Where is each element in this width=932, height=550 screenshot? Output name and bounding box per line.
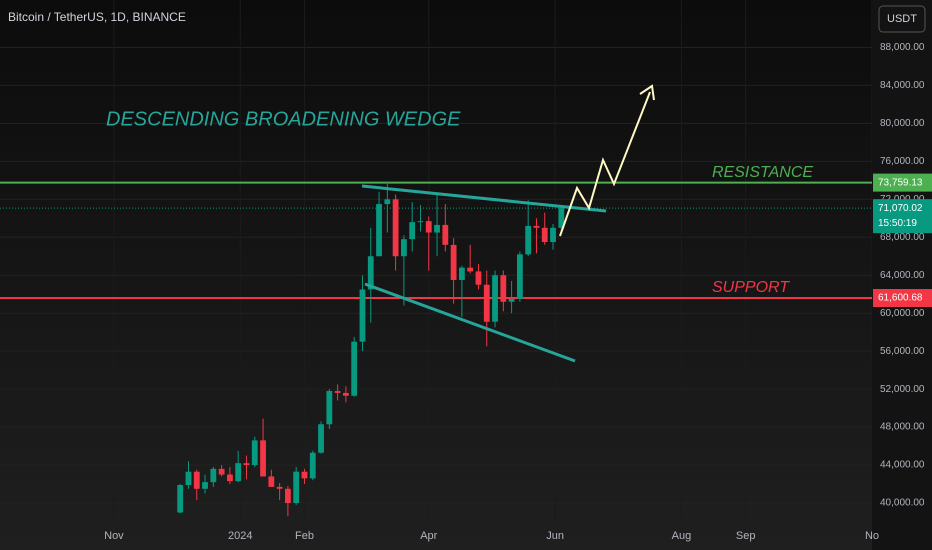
level-price-box — [873, 173, 932, 192]
candle-body — [558, 208, 565, 228]
candles — [177, 182, 565, 517]
candle-body — [218, 468, 225, 475]
candle-body — [384, 199, 391, 205]
y-tick-label: 68,000.00 — [880, 232, 925, 243]
x-tick-label: No — [865, 530, 879, 542]
candle-body — [227, 474, 233, 482]
price-axis — [872, 0, 932, 550]
candle-body — [400, 239, 407, 257]
candle-body — [193, 471, 200, 489]
grid — [0, 46, 872, 504]
candle-body — [417, 221, 424, 223]
projection-arrow — [559, 91, 651, 237]
levels: RESISTANCE SUPPORT — [0, 164, 872, 300]
candle-body — [541, 227, 548, 243]
drawings — [361, 84, 655, 363]
candle-body — [475, 271, 482, 285]
arrow-head — [639, 84, 655, 101]
level-price-label: 73,759.13 — [878, 177, 923, 188]
candle-body — [550, 227, 556, 243]
candle-body — [508, 298, 515, 302]
candle-body — [425, 221, 432, 233]
currency-label: USDT — [887, 13, 917, 25]
candle-body — [251, 440, 258, 466]
candle-body — [235, 463, 242, 482]
last-price-label: 71,070.02 — [878, 203, 923, 214]
candle-body — [351, 341, 358, 396]
candle-body — [293, 471, 300, 504]
y-tick-label: 56,000.00 — [880, 346, 925, 357]
candle-body — [467, 267, 474, 272]
y-tick-label: 40,000.00 — [880, 498, 925, 509]
currency-button[interactable] — [878, 5, 926, 33]
level-price-label: 61,600.68 — [878, 293, 923, 304]
last-price-box — [873, 199, 932, 234]
candle-body — [318, 424, 324, 453]
countdown: 15:50:19 — [878, 218, 917, 229]
candle-body — [301, 471, 308, 479]
candle-body — [483, 284, 490, 322]
candle-body — [434, 224, 440, 233]
y-tick-label: 76,000.00 — [880, 156, 925, 167]
level-name: SUPPORT — [712, 279, 790, 296]
y-tick-label: 88,000.00 — [880, 42, 925, 53]
y-tick-label: 64,000.00 — [880, 270, 925, 281]
x-tick-label: Aug — [672, 530, 692, 542]
annotation: DESCENDING BROADENING WEDGE — [106, 108, 461, 130]
candle-body — [343, 392, 349, 396]
candle-body — [533, 225, 540, 228]
candle-body — [210, 468, 217, 483]
candle-body — [268, 476, 275, 487]
x-tick-label: Feb — [295, 530, 314, 542]
chart-title: Bitcoin / TetherUS, 1D, BINANCE — [8, 10, 186, 24]
candle-body — [392, 199, 399, 257]
candle-body — [276, 486, 283, 489]
candle-body — [458, 267, 465, 280]
x-tick-label: Jun — [546, 530, 564, 542]
candle-body — [243, 463, 250, 466]
candle-body — [525, 225, 532, 255]
wedge-lower — [364, 282, 576, 363]
candle-body — [359, 289, 366, 342]
wedge-upper — [361, 184, 607, 213]
candle-body — [326, 391, 333, 425]
x-tick-label: Sep — [736, 530, 756, 542]
x-tick-label: 2024 — [228, 530, 252, 542]
level-price-box — [873, 289, 932, 308]
x-tick-label: Nov — [104, 530, 124, 542]
candle-body — [500, 275, 507, 302]
candle-body — [442, 224, 449, 245]
candle-body — [334, 391, 341, 393]
y-tick-label: 84,000.00 — [880, 80, 925, 91]
y-tick-label: 80,000.00 — [880, 118, 925, 129]
candle-body — [367, 256, 374, 290]
y-tick-label: 48,000.00 — [880, 422, 925, 433]
candle-body — [516, 254, 523, 299]
candle-body — [285, 488, 291, 504]
candle-body — [177, 484, 184, 513]
candle-body — [376, 204, 382, 257]
candle-body — [202, 482, 208, 489]
candle-body — [492, 275, 498, 322]
y-tick-label: 44,000.00 — [880, 460, 925, 471]
candle-body — [450, 244, 457, 280]
candle-body — [409, 222, 416, 240]
candle-body — [260, 440, 266, 477]
level-name: RESISTANCE — [712, 164, 813, 181]
candle-body — [185, 471, 192, 485]
x-tick-label: Apr — [420, 530, 437, 542]
y-tick-label: 52,000.00 — [880, 384, 925, 395]
y-tick-label: 60,000.00 — [880, 308, 925, 319]
axis: 40,000.00 44,000.00 48,000.00 52,000.00 56,0… — [104, 42, 932, 542]
candle-body — [309, 452, 316, 479]
